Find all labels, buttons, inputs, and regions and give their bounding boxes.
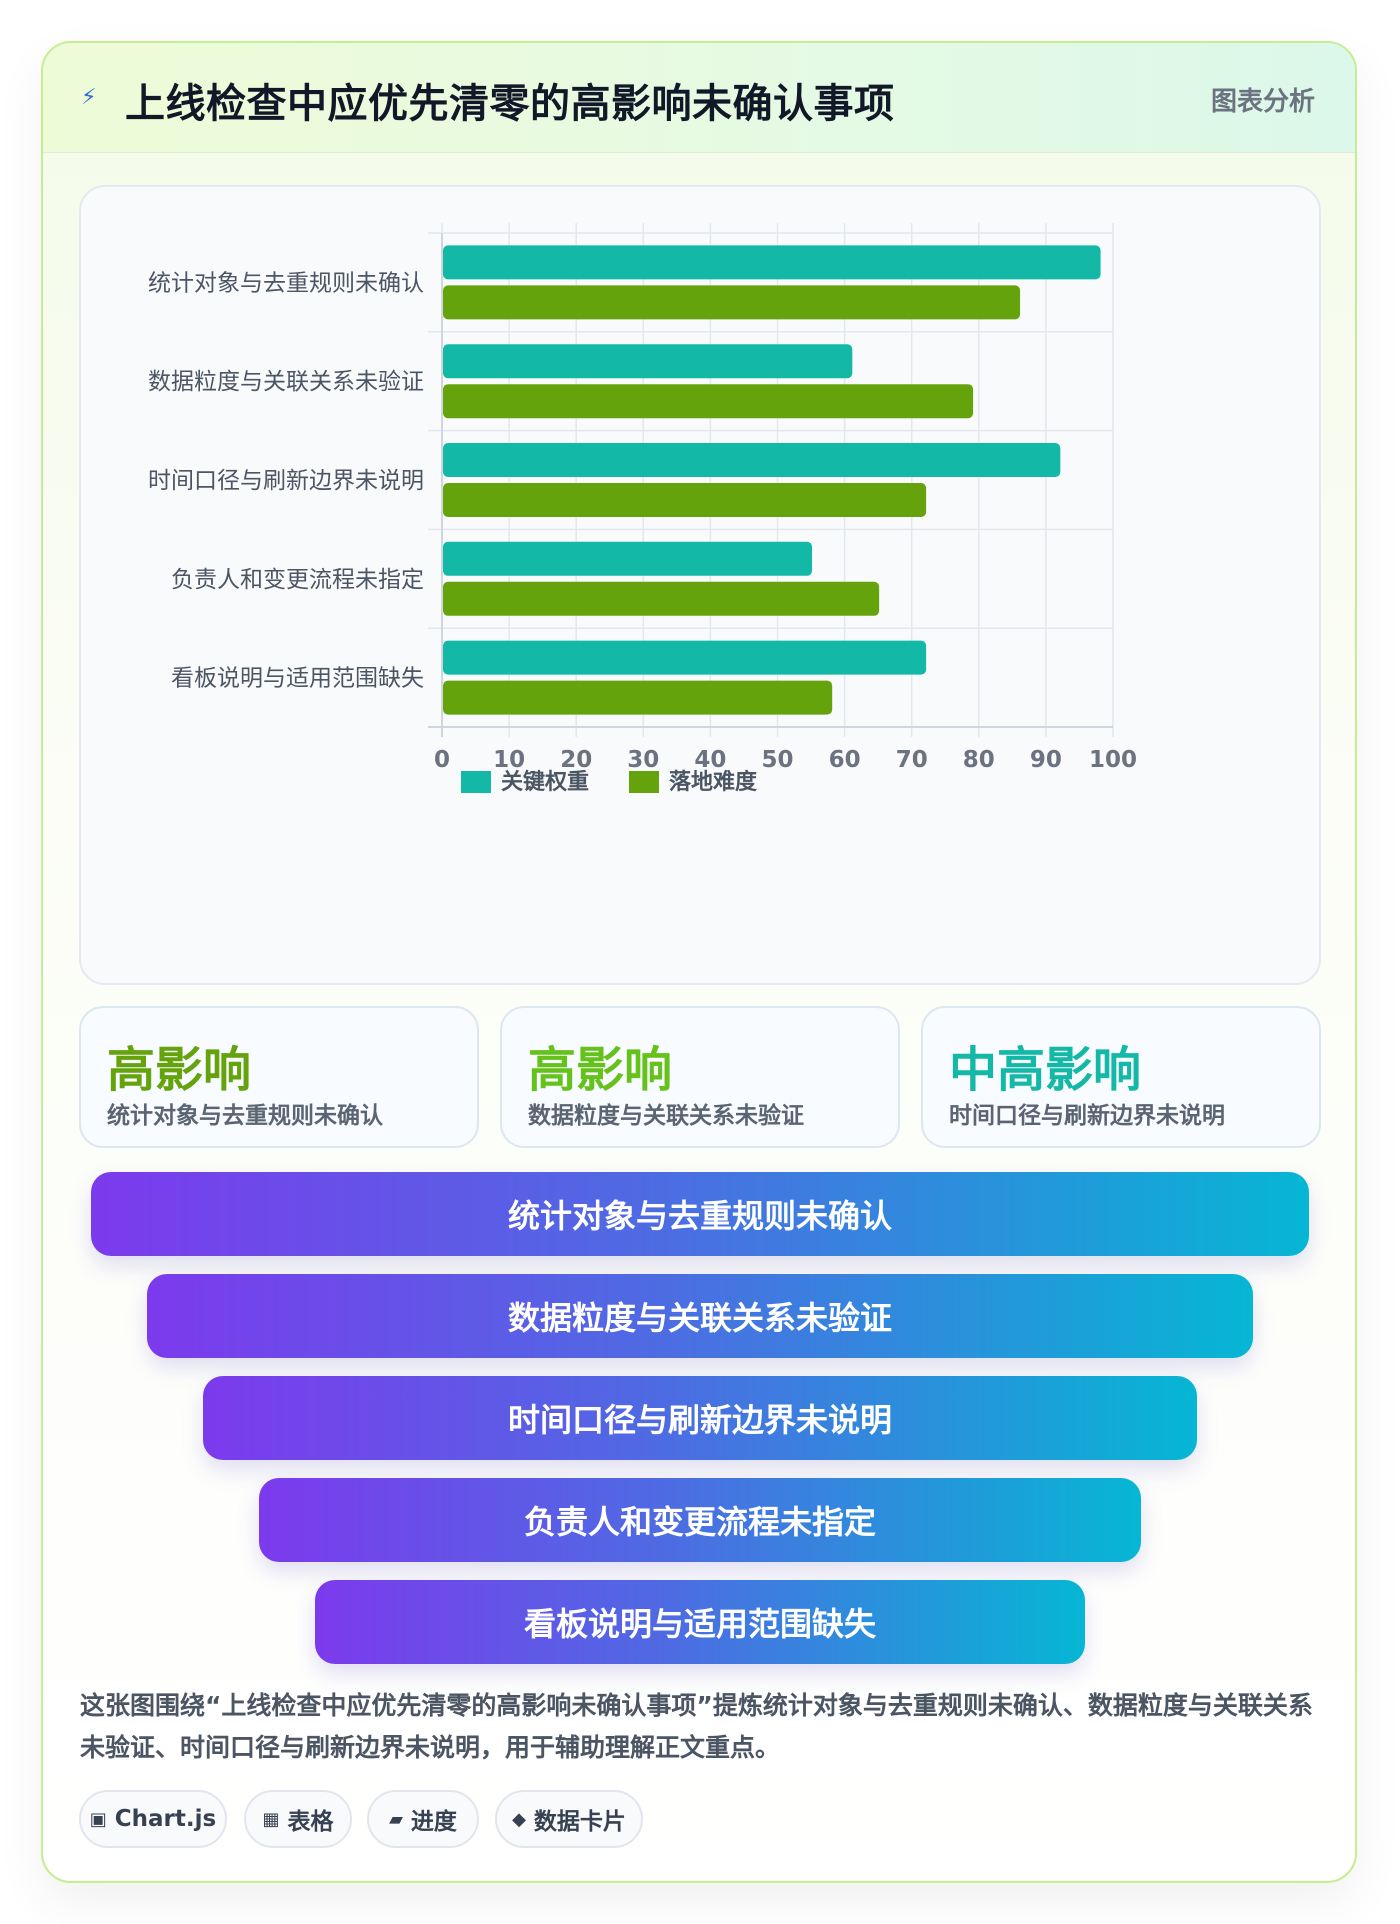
chip-label: Chart.js	[114, 1806, 217, 1832]
summary-text: 这张图围绕“上线检查中应优先清零的高影响未确认事项”提炼统计对象与去重规则未确认…	[80, 1691, 1313, 1762]
funnel-step-5: 看板说明与适用范围缺失	[315, 1580, 1085, 1664]
funnel-step-3: 时间口径与刷新边界未说明	[203, 1376, 1197, 1460]
bar-chart: 0 10 20 30 40 50 60 70 80 90 100 统计对象与去重规则未确认数据粒度与关…	[148, 223, 1137, 795]
x-tick-label: 60	[829, 747, 861, 773]
bar-weight	[443, 443, 1061, 477]
category-label: 负责人和变更流程未指定	[171, 567, 424, 593]
page-title: 上线检查中应优先清零的高影响未确认事项	[125, 81, 895, 127]
category-label: 时间口径与刷新边界未说明	[148, 468, 424, 494]
x-tick-label: 90	[1030, 747, 1062, 773]
category-label: 统计对象与去重规则未确认	[148, 270, 424, 296]
x-tick-label: 80	[963, 747, 995, 773]
x-tick-label: 40	[694, 747, 726, 773]
x-tick-label: 70	[896, 747, 928, 773]
bar-difficulty	[443, 285, 1021, 320]
bar-difficulty	[443, 483, 927, 517]
chip-data-card[interactable]: ◆ 数据卡片	[495, 1790, 643, 1848]
header-tag: 图表分析	[1210, 87, 1315, 117]
stat-desc: 统计对象与去重规则未确认	[107, 1103, 383, 1129]
stat-level: 高影响	[528, 1042, 673, 1098]
funnel-step-1: 统计对象与去重规则未确认	[91, 1172, 1309, 1256]
chart-icon: ▣	[89, 1808, 107, 1830]
diamond-icon: ◆	[512, 1808, 526, 1830]
legend-swatch	[461, 771, 491, 793]
infographic-card: ⚡ 上线检查中应优先清零的高影响未确认事项 图表分析 0 10 20 30 40 50 60…	[41, 41, 1357, 1883]
stat-card-3: 中高影响 时间口径与刷新边界未说明	[921, 1006, 1321, 1148]
x-tick-label: 20	[560, 747, 592, 773]
stat-desc: 时间口径与刷新边界未说明	[949, 1103, 1225, 1129]
chip-progress[interactable]: ▰ 进度	[367, 1790, 479, 1848]
stat-desc: 数据粒度与关联关系未验证	[528, 1103, 804, 1129]
chip-chartjs[interactable]: ▣ Chart.js	[79, 1790, 227, 1848]
chip-label: 表格	[287, 1809, 334, 1835]
x-tick-label: 30	[627, 747, 659, 773]
category-label: 看板说明与适用范围缺失	[171, 666, 424, 692]
chip-label: 进度	[410, 1809, 457, 1835]
stat-level: 高影响	[107, 1042, 252, 1098]
x-tick-label: 100	[1089, 747, 1137, 773]
bar-weight	[443, 344, 853, 379]
funnel-step-4: 负责人和变更流程未指定	[259, 1478, 1141, 1562]
bar-difficulty	[443, 581, 880, 616]
x-tick-label: 50	[761, 747, 793, 773]
lightning-icon: ⚡	[81, 85, 97, 110]
bar-weight	[443, 640, 927, 675]
bar-difficulty	[443, 680, 833, 715]
x-tick-label: 10	[493, 747, 525, 773]
chip-label: 数据卡片	[533, 1809, 626, 1835]
category-label: 数据粒度与关联关系未验证	[148, 369, 424, 395]
x-tick-label: 0	[434, 747, 450, 773]
funnel-step-2: 数据粒度与关联关系未验证	[147, 1274, 1253, 1358]
legend-label: 关键权重	[501, 769, 589, 795]
table-icon: ▦	[262, 1808, 280, 1830]
bar-weight	[443, 245, 1101, 280]
card-header: ⚡ 上线检查中应优先清零的高影响未确认事项 图表分析	[43, 43, 1355, 153]
stat-card-2: 高影响 数据粒度与关联关系未验证	[500, 1006, 900, 1148]
chip-table[interactable]: ▦ 表格	[244, 1790, 352, 1848]
bar-difficulty	[443, 384, 974, 419]
legend-swatch	[629, 771, 659, 793]
stat-card-1: 高影响 统计对象与去重规则未确认	[79, 1006, 479, 1148]
legend-label: 落地难度	[669, 769, 758, 795]
stat-level: 中高影响	[949, 1042, 1142, 1098]
chart-panel: 0 10 20 30 40 50 60 70 80 90 100 统计对象与去重规则未确认 数据粒度与关…	[79, 185, 1321, 985]
progress-icon: ▰	[389, 1808, 403, 1830]
bar-weight	[443, 541, 813, 576]
